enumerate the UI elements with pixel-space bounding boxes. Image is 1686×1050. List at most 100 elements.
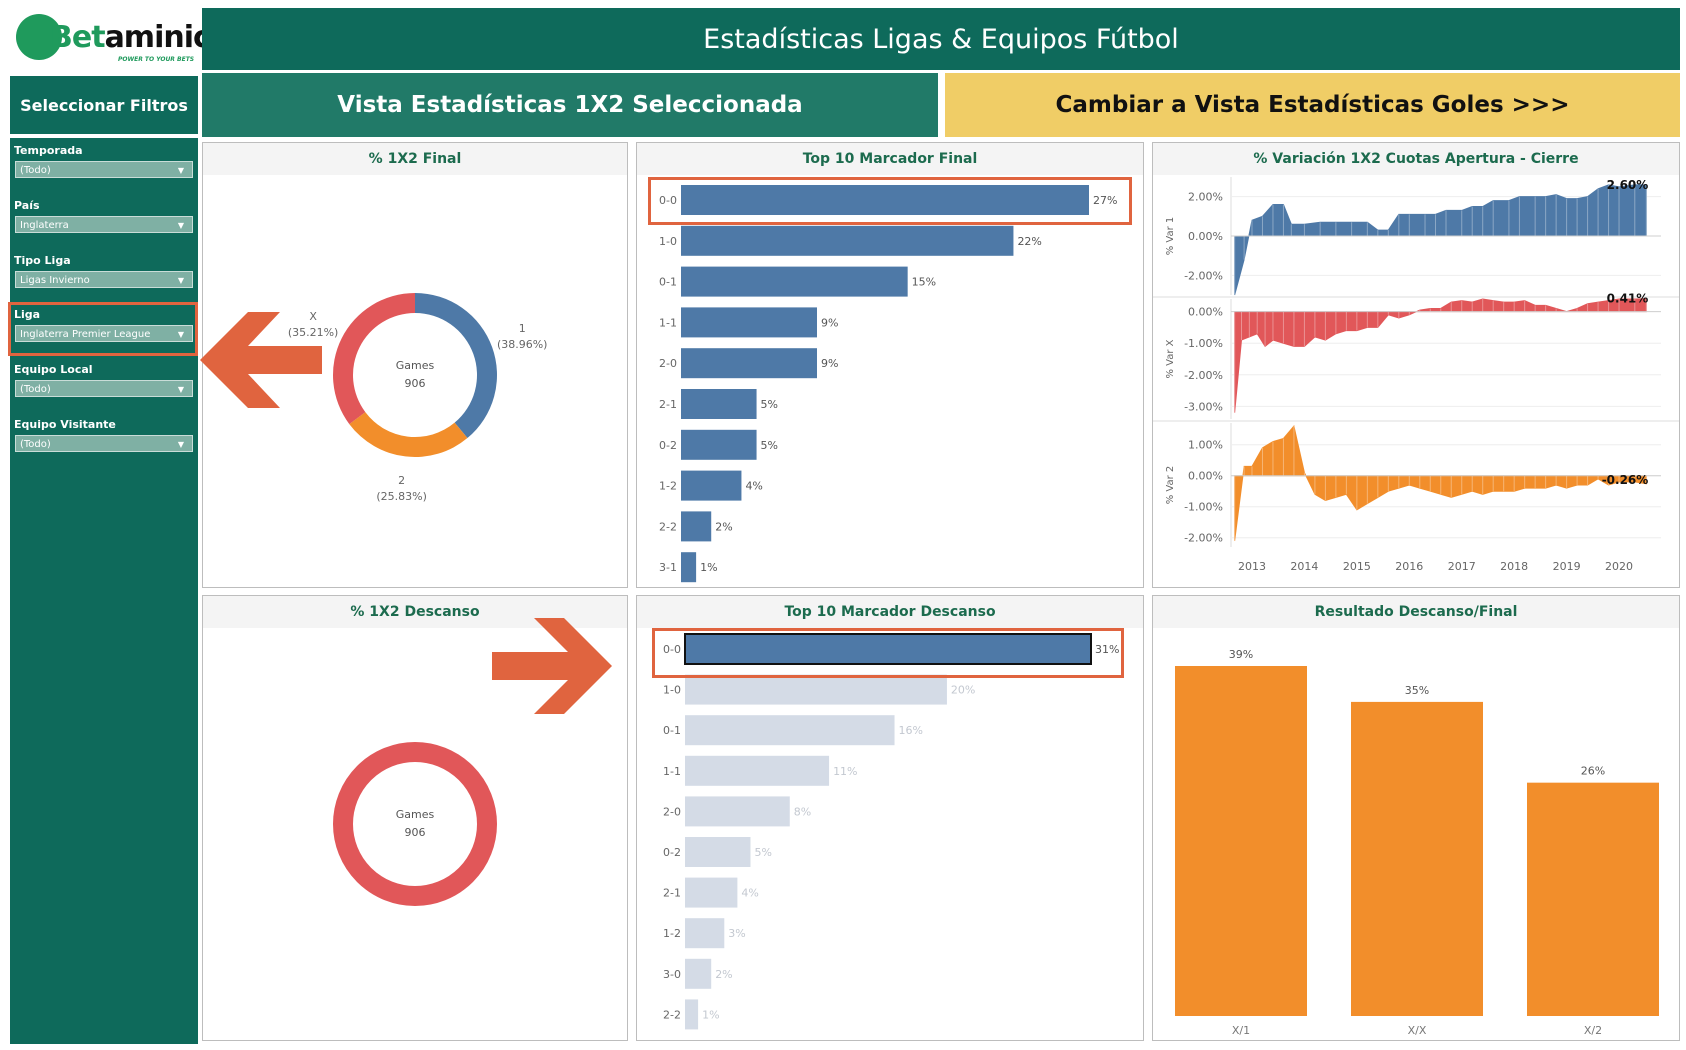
chevron-down-icon: ▼: [177, 166, 184, 175]
filter-value: (Todo): [20, 439, 51, 450]
bar-category-label: 2-1: [663, 887, 681, 900]
slice-percent: (38.96%): [497, 338, 548, 351]
filters-title: Seleccionar Filtros: [10, 76, 198, 134]
filter-select-temporada[interactable]: (Todo) ▼: [15, 161, 193, 178]
bar: [685, 796, 790, 827]
filter-label-liga: Liga: [14, 308, 41, 321]
filter-select-equipo-local[interactable]: (Todo) ▼: [15, 380, 193, 397]
descanso-0-0-highlight: [652, 628, 1124, 678]
logo-mark-icon: [16, 14, 62, 60]
y-tick-label: -3.00%: [1184, 400, 1223, 413]
donut-chart-final: 1 (38.96%) 2 (25.83%) X (35.21%) Games 906: [288, 293, 548, 503]
bar-value-label: 27%: [1093, 194, 1117, 207]
slice-label: 1: [519, 322, 526, 335]
bar-category-label: 0-2: [663, 846, 681, 859]
bar: [681, 266, 908, 297]
filter-label-equipo-local: Equipo Local: [14, 363, 93, 376]
bar-value-label: 5%: [761, 439, 778, 452]
bar-value-label: 4%: [741, 887, 758, 900]
x-tick-label: 2016: [1395, 560, 1423, 573]
bar: [685, 958, 712, 989]
bar-category-label: 2-0: [659, 357, 677, 370]
chevron-down-icon: ▼: [177, 385, 184, 394]
area-series-3: [1234, 425, 1647, 541]
bar: [685, 674, 947, 705]
end-value-label: 2.60%: [1607, 178, 1649, 192]
bar-category-label: 1-2: [659, 480, 677, 493]
bar: [681, 470, 742, 501]
y-axis-title: % Var X: [1165, 339, 1176, 378]
filter-select-liga[interactable]: Inglaterra Premier League ▼: [15, 325, 193, 342]
bar-chart-ht-ft: 39% X/1 35% X/X 26% X/2: [1175, 648, 1659, 1037]
filter-select-tipo-liga[interactable]: Ligas Invierno ▼: [15, 271, 193, 288]
slice-label: 2: [398, 474, 405, 487]
bar-category-label: 2-2: [663, 1008, 681, 1021]
bar-category-label: 2-0: [663, 805, 681, 818]
bar-category-label: 1-2: [663, 927, 681, 940]
filter-select-pais[interactable]: Inglaterra ▼: [15, 216, 193, 233]
bar: [681, 552, 697, 583]
bar-category-label: 1-1: [659, 316, 677, 329]
brand-logo: Betaminic POWER TO YOUR BETS: [10, 8, 211, 70]
bar-category-label: 0-1: [663, 724, 681, 737]
bar-value-label: 11%: [833, 765, 857, 778]
bar: [685, 837, 751, 867]
logo-text: Betaminic: [50, 20, 211, 55]
bar-value-label: 5%: [761, 398, 778, 411]
panel-variation: % Variación 1X2 Cuotas Apertura - Cierre…: [1152, 142, 1680, 588]
area-chart-variation: 2.00% 0.00% -2.00% 2.60% % Var 1 0.00% -1.00% -…: [1153, 177, 1679, 573]
filters-sidebar: Temporada (Todo) ▼ País Inglaterra ▼ Tipo …: [10, 138, 198, 1044]
filter-select-equipo-visitante[interactable]: (Todo) ▼: [15, 435, 193, 452]
bar: [684, 633, 1092, 665]
bar-category-label: 1-1: [663, 765, 681, 778]
x-tick-label: 2014: [1290, 560, 1318, 573]
bar: [681, 225, 1014, 256]
donut-slice-X: [333, 293, 415, 425]
switch-view-button[interactable]: Cambiar a Vista Estadísticas Goles >>>: [945, 73, 1680, 137]
panel-ht-ft: Resultado Descanso/Final 39% X/1 35% X/X 26%…: [1152, 595, 1680, 1041]
bar-value-label: 4%: [745, 480, 762, 493]
y-tick-label: -1.00%: [1184, 337, 1223, 350]
donut-center-value: 906: [405, 377, 426, 390]
y-tick-label: 2.00%: [1188, 191, 1223, 204]
donut-slice-2: [349, 412, 468, 457]
y-tick-label: 0.00%: [1188, 230, 1223, 243]
bar-value-label: 2%: [715, 968, 732, 981]
bar: [681, 348, 817, 379]
bar: [681, 185, 1089, 215]
y-axis-title: % Var 1: [1165, 217, 1176, 256]
panel-title: % 1X2 Final: [203, 143, 627, 175]
panel-title: % Variación 1X2 Cuotas Apertura - Cierre: [1153, 143, 1679, 175]
bar-category-label: 3-0: [663, 968, 681, 981]
filter-value: (Todo): [20, 165, 51, 176]
bar: [1527, 782, 1659, 1016]
view-selected-label: Vista Estadísticas 1X2 Seleccionada: [202, 73, 938, 137]
end-value-label: -0.26%: [1602, 473, 1649, 487]
bar-value-label: 22%: [1017, 235, 1041, 248]
page-title: Estadísticas Ligas & Equipos Fútbol: [202, 8, 1680, 70]
x-tick-label: 2017: [1448, 560, 1476, 573]
bar-value-label: 8%: [794, 805, 811, 818]
x-tick-label: 2018: [1500, 560, 1528, 573]
x-tick-label: 2013: [1238, 560, 1266, 573]
bar: [1351, 701, 1483, 1016]
bar-category-label: 0-0: [663, 643, 681, 656]
chevron-down-icon: ▼: [177, 221, 184, 230]
panel-title: Resultado Descanso/Final: [1153, 596, 1679, 628]
donut-slice-1: [415, 293, 497, 439]
bar-category-label: 1-0: [663, 684, 681, 697]
bar-chart-final: 0-0 27% 1-0 22% 0-1 15% 1-1 9% 2-0 9% 2-1 5% 0-2 5% 1-…: [659, 185, 1117, 583]
bar-value-label: 3%: [728, 927, 745, 940]
liga-filter-highlight: [8, 302, 198, 356]
bar-value-label: 9%: [821, 316, 838, 329]
area-series-2: [1234, 298, 1647, 413]
x-tick-label: 2015: [1343, 560, 1371, 573]
y-tick-label: -2.00%: [1184, 269, 1223, 282]
filter-value: Ligas Invierno: [20, 275, 90, 286]
filter-label-pais: País: [14, 199, 40, 212]
bar-category-label: 3-1: [659, 561, 677, 574]
bar: [681, 389, 757, 419]
slice-label: X: [309, 310, 317, 323]
bar: [685, 755, 830, 786]
left-arrow-icon: [200, 312, 322, 408]
